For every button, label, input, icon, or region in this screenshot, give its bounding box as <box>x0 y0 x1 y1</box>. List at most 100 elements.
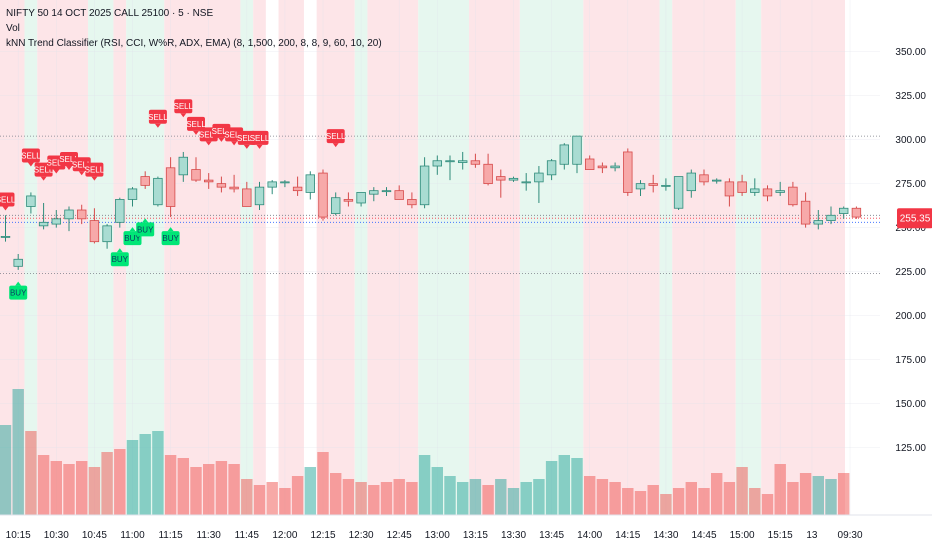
candle-body <box>242 188 252 207</box>
time-tick-label: 11:45 <box>235 530 260 541</box>
price-tick-label: 150.00 <box>895 399 926 410</box>
candle-body <box>292 186 303 192</box>
volume-bar <box>838 473 850 515</box>
volume-bar <box>241 479 253 515</box>
candle-body <box>635 183 646 190</box>
price-tick-label: 200.00 <box>895 311 926 322</box>
candle-body <box>140 176 150 186</box>
volume-bar <box>698 488 710 515</box>
candle-body <box>356 192 366 204</box>
candle-body <box>89 220 100 243</box>
signal-box <box>9 285 28 300</box>
time-tick-label: 12:45 <box>387 530 412 541</box>
time-tick-label: 13:30 <box>501 530 526 541</box>
signal-text: SELL <box>72 160 92 169</box>
volume-bar <box>495 479 507 515</box>
time-tick-label: 13:00 <box>425 530 450 541</box>
signal-box <box>174 99 193 114</box>
volume-bar <box>253 485 266 515</box>
candle-body <box>254 186 265 206</box>
time-tick-label: 15:00 <box>730 530 755 541</box>
signal-text: SELL <box>59 155 79 164</box>
signal-text: SELL <box>186 120 206 129</box>
volume-bar <box>406 482 418 515</box>
last-price-tag-box <box>897 208 932 229</box>
candle-body <box>115 199 125 223</box>
price-axis[interactable]: 125.00 150.00 175.00 200.00 225.00 250.00 275.… <box>895 47 926 454</box>
trend-zone-bear <box>367 0 419 515</box>
trend-zone-bull <box>735 0 762 515</box>
volume-bar <box>215 461 228 515</box>
candle-body <box>699 174 709 183</box>
signal-text: BUY <box>10 289 27 298</box>
volume-bar <box>304 467 316 515</box>
candle-body <box>102 225 112 243</box>
candle-body <box>546 160 557 176</box>
candle-body <box>851 207 862 218</box>
candle-body <box>432 160 443 167</box>
volume-bar <box>457 482 469 515</box>
volume-bar <box>596 479 609 515</box>
candle-body <box>77 209 87 220</box>
volume-bar <box>787 482 799 515</box>
time-tick-label: 12:00 <box>272 530 297 541</box>
candle-body <box>661 184 671 187</box>
volume-bar <box>622 488 634 515</box>
sell-signal-label: SELL <box>21 148 41 167</box>
volume-bar <box>126 440 139 515</box>
candle-body <box>800 200 811 225</box>
knn-indicator-label[interactable]: kNN Trend Classifier (RSI, CCI, W%R, ADX… <box>6 38 382 49</box>
volume-bar <box>812 476 824 515</box>
candle-body <box>38 221 49 227</box>
time-tick-label: 13:45 <box>539 530 564 541</box>
time-axis[interactable]: 10:15 10:30 10:45 11:00 11:15 11:30 11:45 12:00… <box>0 514 932 550</box>
candle-body <box>369 190 379 195</box>
candle-body <box>280 181 290 184</box>
candle-body <box>483 163 493 185</box>
volume-indicator-label[interactable]: Vol <box>6 23 20 34</box>
time-tick-label: 13 <box>806 530 818 541</box>
candle-body <box>419 165 430 206</box>
volume-bar <box>533 479 545 515</box>
trend-zone-bull <box>24 0 38 515</box>
sell-signal-label: SELL <box>250 130 270 149</box>
candle-body <box>534 172 544 183</box>
signal-text: SELL <box>34 166 54 175</box>
volume-bar <box>88 467 101 515</box>
signal-pointer <box>154 123 161 128</box>
candle-body <box>267 181 277 188</box>
signal-text: BUY <box>137 225 154 234</box>
candle-body <box>216 183 227 188</box>
candle-body <box>305 174 316 193</box>
time-axis-background <box>0 515 932 550</box>
volume-bar <box>164 455 177 515</box>
trend-zone-bear <box>316 0 355 515</box>
candle-body <box>521 181 531 184</box>
signal-text: SELL <box>237 134 257 143</box>
volume-bar <box>76 461 88 515</box>
volume-bar <box>380 482 393 515</box>
signal-pointer <box>193 130 199 135</box>
signal-pointer <box>167 227 174 232</box>
candle-body <box>788 186 798 206</box>
signal-pointer <box>205 141 212 146</box>
signal-box <box>110 252 129 267</box>
signal-pointer <box>40 176 47 181</box>
signal-pointer <box>78 171 85 176</box>
sell-signal-label: SELL <box>0 192 16 211</box>
volume-bar <box>101 452 113 515</box>
candle-body <box>457 160 468 163</box>
trend-zone-bear <box>469 0 520 515</box>
volume-bar <box>584 476 596 515</box>
volume-bar <box>761 494 774 515</box>
candle-body <box>127 188 138 200</box>
volume-bar <box>50 461 62 515</box>
candle-body <box>750 188 760 193</box>
trend-zone-bear <box>37 0 89 515</box>
volume-bar <box>63 464 75 515</box>
volume-bar <box>507 488 520 515</box>
signal-text: SELL <box>0 195 16 204</box>
symbol-title[interactable]: NIFTY 50 14 OCT 2025 CALL 25100 · 5 · NS… <box>6 8 214 19</box>
volume-bar <box>711 473 723 515</box>
